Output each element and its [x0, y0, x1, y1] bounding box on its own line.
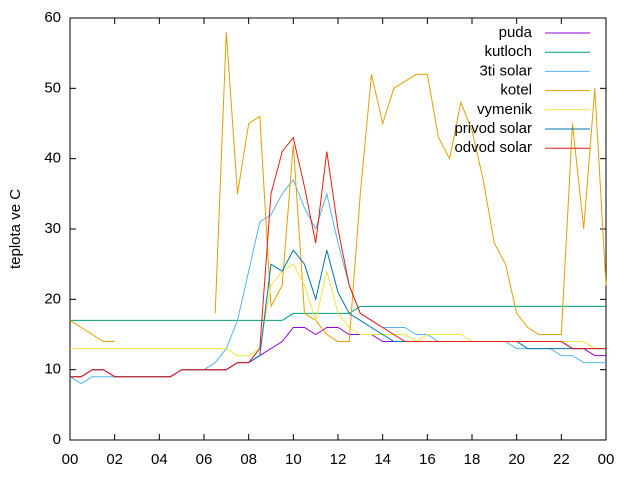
- x-tick-label: 02: [106, 451, 123, 468]
- y-tick-label: 10: [44, 361, 61, 378]
- x-tick-label: 20: [508, 451, 525, 468]
- series-line: [69, 178, 606, 385]
- y-axis-label: teplota ve C: [7, 189, 24, 269]
- x-tick-label: 06: [196, 451, 213, 468]
- y-tick-label: 60: [44, 9, 61, 26]
- series-line: [70, 327, 606, 378]
- legend-label: 3ti solar: [479, 62, 532, 79]
- y-tick-label: 30: [44, 220, 61, 237]
- legend-label: puda: [499, 24, 533, 41]
- legend-label: odvod solar: [454, 139, 532, 156]
- y-tick-label: 50: [44, 79, 61, 96]
- x-tick-label: 18: [464, 451, 481, 468]
- legend-label: vymenik: [477, 101, 533, 118]
- series-line: [69, 32, 607, 342]
- x-tick-label: 00: [62, 451, 79, 468]
- x-tick-label: 00: [598, 451, 615, 468]
- y-tick-label: 0: [53, 431, 61, 448]
- legend-label: privod solar: [454, 120, 532, 137]
- legend-label: kotel: [500, 82, 532, 99]
- x-tick-label: 08: [240, 451, 257, 468]
- y-tick-label: 20: [44, 290, 61, 307]
- y-tick-label: 40: [44, 150, 61, 167]
- x-tick-label: 04: [151, 451, 168, 468]
- x-tick-label: 22: [553, 451, 570, 468]
- legend-label: kutloch: [484, 43, 532, 60]
- x-tick-label: 14: [374, 451, 391, 468]
- series-line: [70, 136, 606, 378]
- x-tick-label: 12: [330, 451, 347, 468]
- x-tick-label: 10: [285, 451, 302, 468]
- x-tick-label: 16: [419, 451, 436, 468]
